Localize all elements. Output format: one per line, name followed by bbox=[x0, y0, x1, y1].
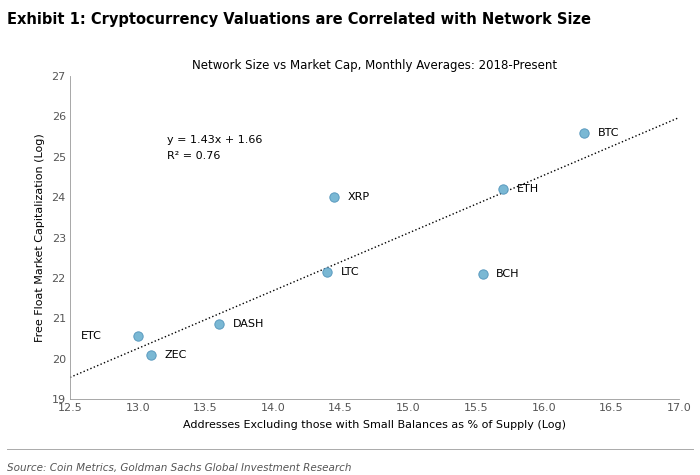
Text: ETH: ETH bbox=[517, 184, 539, 194]
Title: Network Size vs Market Cap, Monthly Averages: 2018-Present: Network Size vs Market Cap, Monthly Aver… bbox=[192, 59, 557, 72]
Text: Source: Coin Metrics, Goldman Sachs Global Investment Research: Source: Coin Metrics, Goldman Sachs Glob… bbox=[7, 463, 351, 473]
Text: DASH: DASH bbox=[232, 319, 264, 329]
Point bbox=[328, 193, 339, 201]
Point bbox=[132, 332, 144, 340]
Point bbox=[579, 129, 590, 136]
X-axis label: Addresses Excluding those with Small Balances as % of Supply (Log): Addresses Excluding those with Small Bal… bbox=[183, 420, 566, 430]
Point bbox=[146, 351, 157, 358]
Text: LTC: LTC bbox=[341, 267, 359, 277]
Text: BCH: BCH bbox=[496, 269, 520, 279]
Text: R² = 0.76: R² = 0.76 bbox=[167, 151, 220, 161]
Text: ZEC: ZEC bbox=[164, 350, 187, 360]
Point bbox=[477, 270, 489, 277]
Text: Exhibit 1: Cryptocurrency Valuations are Correlated with Network Size: Exhibit 1: Cryptocurrency Valuations are… bbox=[7, 12, 591, 27]
Text: ETC: ETC bbox=[80, 332, 101, 342]
Point bbox=[214, 321, 225, 328]
Text: XRP: XRP bbox=[347, 192, 370, 202]
Text: y = 1.43x + 1.66: y = 1.43x + 1.66 bbox=[167, 134, 262, 144]
Point bbox=[321, 268, 332, 276]
Point bbox=[498, 185, 509, 193]
Text: BTC: BTC bbox=[598, 127, 620, 138]
Y-axis label: Free Float Market Capitalization (Log): Free Float Market Capitalization (Log) bbox=[34, 133, 45, 342]
